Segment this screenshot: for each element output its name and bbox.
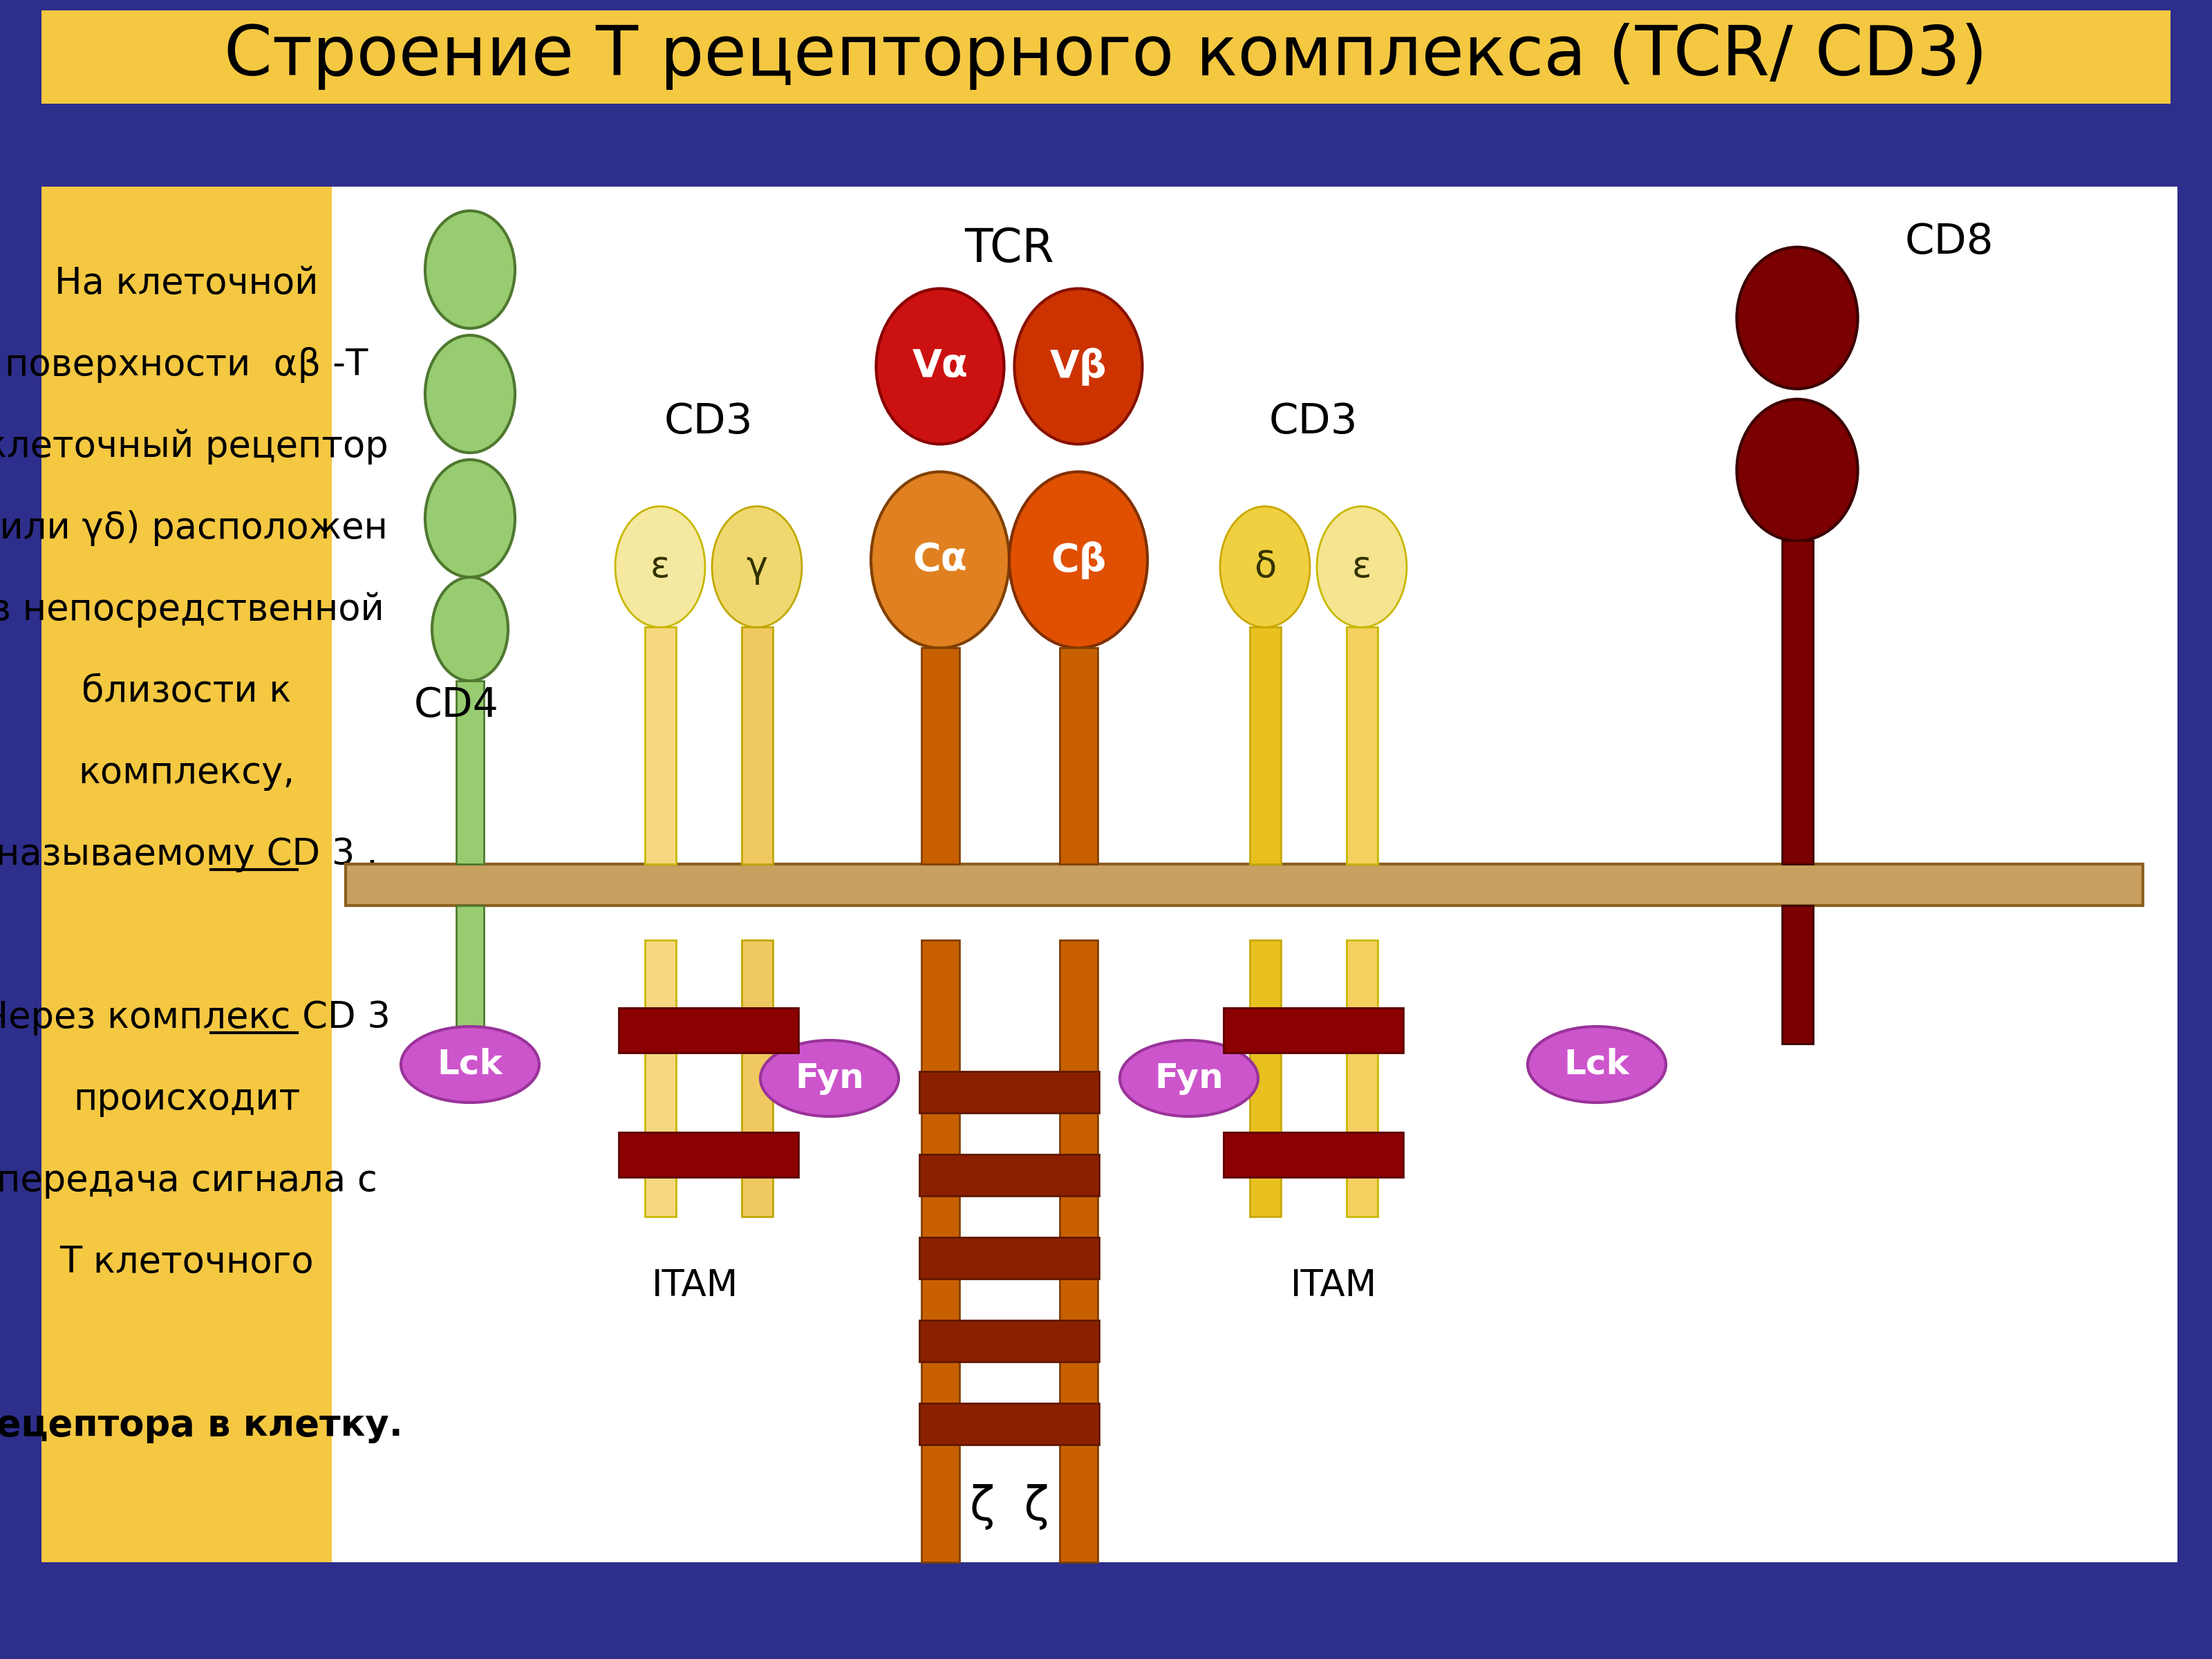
Bar xyxy=(1250,627,1281,864)
Text: Cβ: Cβ xyxy=(1051,541,1106,579)
Bar xyxy=(920,1072,1099,1113)
Text: CD3: CD3 xyxy=(664,401,752,441)
Text: ITAM: ITAM xyxy=(650,1267,739,1304)
Bar xyxy=(920,1404,1099,1445)
Bar xyxy=(456,906,484,1044)
Bar xyxy=(920,1238,1099,1279)
Bar xyxy=(1250,941,1281,1216)
Bar xyxy=(1347,941,1378,1216)
Bar xyxy=(1223,1007,1402,1052)
Ellipse shape xyxy=(761,1040,898,1117)
Text: Vα: Vα xyxy=(911,348,969,385)
Text: в непосредственной: в непосредственной xyxy=(0,592,385,627)
Ellipse shape xyxy=(1015,289,1141,445)
Text: рецептора в клетку.: рецептора в клетку. xyxy=(0,1407,403,1443)
Ellipse shape xyxy=(712,506,801,627)
Text: близости к: близости к xyxy=(82,674,292,710)
Bar xyxy=(741,941,772,1216)
Text: Lck: Lck xyxy=(438,1048,502,1082)
Text: называемому CD 3 .: называемому CD 3 . xyxy=(0,836,378,873)
Text: поверхности  αβ -Т: поверхности αβ -Т xyxy=(4,347,367,383)
Text: ITAM: ITAM xyxy=(1292,1267,1378,1304)
Ellipse shape xyxy=(1221,506,1310,627)
Text: Т клеточного: Т клеточного xyxy=(60,1244,314,1281)
Ellipse shape xyxy=(425,335,515,453)
Ellipse shape xyxy=(1736,247,1858,388)
Bar xyxy=(1781,541,1814,864)
Text: Lck: Lck xyxy=(1564,1048,1630,1082)
Bar xyxy=(42,10,2170,103)
Bar xyxy=(42,108,2170,186)
Text: Fyn: Fyn xyxy=(794,1062,865,1095)
Bar xyxy=(2177,186,2212,1563)
Text: TCR: TCR xyxy=(964,226,1055,272)
Bar xyxy=(42,186,332,1563)
Text: ε: ε xyxy=(650,549,670,584)
Bar xyxy=(1223,1131,1402,1176)
Text: передача сигнала с: передача сигнала с xyxy=(0,1163,376,1198)
Bar xyxy=(644,941,675,1216)
Text: γ: γ xyxy=(745,549,768,584)
Ellipse shape xyxy=(1119,1040,1259,1117)
Text: клеточный рецептор: клеточный рецептор xyxy=(0,428,389,465)
Ellipse shape xyxy=(431,577,509,680)
Text: Через комплекс CD 3: Через комплекс CD 3 xyxy=(0,999,389,1035)
Text: комплексу,: комплексу, xyxy=(77,755,294,791)
Ellipse shape xyxy=(400,1027,540,1103)
Text: CD3: CD3 xyxy=(1270,401,1358,441)
Bar xyxy=(1347,627,1378,864)
Text: δ: δ xyxy=(1254,549,1276,584)
Text: ζ  ζ: ζ ζ xyxy=(969,1485,1048,1530)
Text: Cα: Cα xyxy=(914,541,967,579)
Ellipse shape xyxy=(1316,506,1407,627)
Text: ε: ε xyxy=(1352,549,1371,584)
Bar xyxy=(920,941,960,1563)
Text: Vβ: Vβ xyxy=(1051,347,1106,385)
Bar xyxy=(1060,647,1097,864)
Ellipse shape xyxy=(425,460,515,577)
Text: происходит: происходит xyxy=(73,1082,301,1117)
Ellipse shape xyxy=(425,211,515,328)
Bar xyxy=(345,864,2143,906)
Bar xyxy=(920,647,960,864)
Ellipse shape xyxy=(1528,1027,1666,1103)
Ellipse shape xyxy=(1736,400,1858,541)
Bar xyxy=(920,1155,1099,1196)
Text: Fyn: Fyn xyxy=(1155,1062,1223,1095)
Ellipse shape xyxy=(876,289,1004,445)
Bar xyxy=(332,186,2177,1563)
Bar xyxy=(741,627,772,864)
Bar xyxy=(644,627,675,864)
Text: CD4: CD4 xyxy=(414,685,498,725)
Bar xyxy=(42,1563,2177,1618)
Bar xyxy=(456,680,484,864)
Ellipse shape xyxy=(872,471,1009,649)
Bar xyxy=(1060,941,1097,1563)
Text: На клеточной: На клеточной xyxy=(55,265,319,302)
Ellipse shape xyxy=(615,506,706,627)
Text: (или γδ) расположен: (или γδ) расположен xyxy=(0,511,387,546)
Bar xyxy=(619,1131,799,1176)
Bar xyxy=(920,1321,1099,1362)
Bar xyxy=(619,1007,799,1052)
Bar xyxy=(1781,906,1814,1044)
Text: CD8: CD8 xyxy=(1905,222,1993,262)
Ellipse shape xyxy=(1009,471,1148,649)
Text: Строение Т рецепторного комплекса (TCR/ CD3): Строение Т рецепторного комплекса (TCR/ … xyxy=(223,23,1989,90)
